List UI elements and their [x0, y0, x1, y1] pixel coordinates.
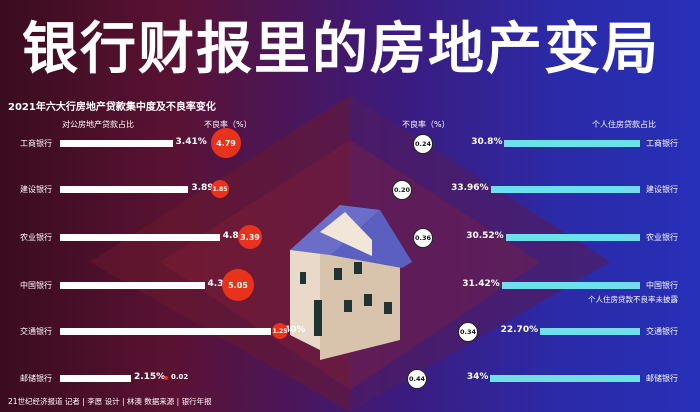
right-share-header: 个人住房贷款占比 [592, 120, 656, 129]
right-bank-label: 建设银行 [646, 185, 678, 194]
right-bank-label: 邮储银行 [646, 374, 678, 383]
right-share-value: 30.8% [471, 137, 503, 147]
left-bank-label: 邮储银行 [20, 374, 52, 383]
left-share-bar [60, 328, 272, 335]
right-bank-label: 工商银行 [646, 139, 678, 148]
right-bank-label: 农业银行 [646, 233, 678, 242]
left-share-value: 2.15% [133, 372, 166, 382]
page-title: 银行财报里的房地产变局 [22, 17, 660, 82]
left-bank-label: 农业银行 [20, 233, 52, 242]
right-share-bar [504, 140, 640, 147]
left-npl-value: 0.02 [171, 373, 189, 381]
right-npl-bubble: 0.34 [458, 322, 478, 342]
left-bank-label: 中国银行 [20, 281, 52, 290]
chart-subtitle: 2021年六大行房地产贷款集中度及不良率变化 [8, 102, 216, 113]
left-share-bar [60, 140, 173, 147]
left-share-bar [60, 234, 220, 241]
boc-note: 个人住房贷款不良率未披露 [588, 295, 678, 304]
right-share-value: 22.70% [500, 325, 539, 335]
left-npl-bubble: 1.85 [211, 180, 229, 198]
left-npl-bubble [164, 376, 168, 380]
left-bank-label: 建设银行 [20, 185, 52, 194]
left-npl-bubble: 3.39 [238, 225, 262, 249]
right-npl-header: 不良率（%） [402, 120, 450, 129]
left-npl-header: 不良率（%） [204, 120, 252, 129]
right-share-value: 30.52% [466, 231, 504, 241]
left-share-bar [60, 375, 131, 382]
left-share-bar [60, 282, 205, 289]
right-npl-bubble: 0.36 [413, 228, 433, 248]
left-npl-bubble: 5.05 [222, 269, 254, 301]
right-bank-label: 交通银行 [646, 327, 678, 336]
left-share-value: 3.41% [175, 137, 207, 147]
left-npl-bubble: 4.79 [211, 128, 241, 158]
right-bank-label: 中国银行 [646, 281, 678, 290]
house-icon [290, 205, 412, 360]
right-npl-bubble: 0.44 [407, 369, 427, 389]
left-npl-bubble: 1.25 [272, 323, 288, 339]
left-bank-label: 工商银行 [20, 139, 52, 148]
right-share-bar [540, 328, 640, 335]
right-npl-bubble: 0.24 [413, 134, 433, 154]
left-bank-label: 交通银行 [20, 327, 52, 336]
right-share-value: 31.42% [462, 279, 500, 289]
right-share-bar [490, 375, 640, 382]
left-share-value: 3.89% [191, 183, 223, 193]
right-share-bar [505, 234, 640, 241]
right-share-value: 33.96% [451, 183, 489, 193]
right-share-bar [501, 282, 640, 289]
right-share-bar [490, 186, 640, 193]
left-share-header: 对公房地产贷款占比 [62, 120, 134, 129]
footer-credits: 21世纪经济报道 记者 | 李愿 设计 | 林澳 数据来源 | 银行年报 [8, 397, 212, 406]
left-share-value: 6.40% [274, 325, 306, 335]
left-share-bar [60, 186, 189, 193]
right-share-value: 34% [466, 372, 489, 382]
right-npl-bubble: 0.20 [392, 180, 412, 200]
